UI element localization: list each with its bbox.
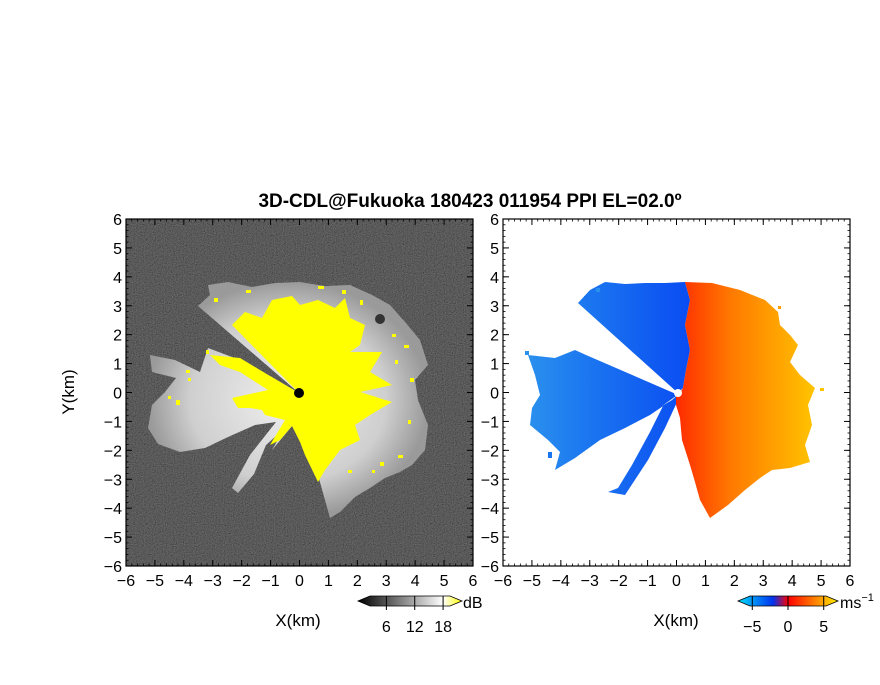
x-tick-label: −4 (175, 573, 193, 590)
radar-site (294, 388, 304, 398)
y-tick-label: −1 (104, 414, 122, 431)
y-tick-label: −5 (481, 530, 499, 547)
x-tick-label: −4 (552, 573, 570, 590)
x-tick-label: 2 (730, 573, 739, 590)
y-tick-label: 2 (490, 328, 499, 345)
x-tick-label: 4 (411, 573, 420, 590)
right-axes: −6 −5 −4 −3 −2 −1 0 1 2 3 4 5 6 6 5 4 3 2 1 0 −1 −2 −3 −4 −5 −6 (481, 212, 855, 590)
x-tick-label: 1 (324, 573, 333, 590)
x-tick-label: 0 (295, 573, 304, 590)
x-tick-label: −6 (117, 573, 135, 590)
y-tick-label: 2 (113, 328, 122, 345)
y-tick-label: −3 (481, 472, 499, 489)
x-tick-label: −2 (610, 573, 628, 590)
x-tick-label: 4 (788, 573, 797, 590)
colorbar-unit: ms−1 (840, 592, 874, 612)
x-tick-label: −1 (261, 573, 279, 590)
colorbar-tick-label: 18 (434, 619, 452, 636)
y-tick-label: −2 (104, 443, 122, 460)
y-tick-label: 6 (490, 212, 499, 229)
y-tick-label: 4 (113, 270, 122, 287)
x-tick-label: 5 (440, 573, 449, 590)
y-tick-label: 4 (490, 270, 499, 287)
x-tick-label: −1 (638, 573, 656, 590)
colorbar-unit-exponent: −1 (861, 592, 874, 604)
colorbar-tick-label: 0 (784, 619, 793, 636)
colorbar-bar (356, 595, 464, 607)
velocity-positive-region (676, 282, 815, 518)
y-tick-label: −6 (104, 559, 122, 576)
y-tick-label: −2 (481, 443, 499, 460)
right-xlabel: X(km) (653, 611, 698, 630)
y-tick-label: −4 (104, 501, 122, 518)
x-tick-label: −6 (494, 573, 512, 590)
colorbar-tick-label: 12 (406, 619, 424, 636)
y-tick-label: −5 (104, 530, 122, 547)
y-tick-label: −1 (481, 414, 499, 431)
y-tick-label: 0 (113, 386, 122, 403)
x-tick-label: 6 (846, 573, 855, 590)
velocity-colorbar: −5 0 5 ms−1 (736, 592, 874, 636)
y-tick-label: 0 (490, 386, 499, 403)
x-tick-label: −5 (146, 573, 164, 590)
right-panel: −6 −5 −4 −3 −2 −1 0 1 2 3 4 5 6 6 5 4 3 2 1 0 −1 −2 −3 −4 −5 −6 (481, 212, 855, 590)
x-tick-label: −2 (233, 573, 251, 590)
x-tick-label: 5 (817, 573, 826, 590)
y-tick-label: 3 (490, 299, 499, 316)
x-tick-label: −3 (204, 573, 222, 590)
colorbar-tick-label: 5 (819, 619, 828, 636)
x-tick-label: −3 (581, 573, 599, 590)
x-tick-label: 0 (672, 573, 681, 590)
colorbar-tick-label: −5 (743, 619, 761, 636)
chart-title: 3D-CDL@Fukuoka 180423 011954 PPI EL=02.0… (258, 191, 681, 212)
x-tick-label: 3 (382, 573, 391, 590)
colorbar-ticks: −5 0 5 (743, 596, 828, 636)
velocity-negative-region (528, 282, 690, 495)
y-tick-label: 1 (490, 357, 499, 374)
x-tick-label: 6 (469, 573, 478, 590)
left-panel: −6 −5 −4 −3 −2 −1 0 1 2 3 4 5 6 6 5 4 3 2 1 0 −1 −2 −3 −4 −5 −6 (104, 212, 478, 590)
y-tick-label: −4 (481, 501, 499, 518)
x-tick-label: −5 (523, 573, 541, 590)
colorbar-unit-base: ms (840, 595, 861, 612)
reflectivity-colorbar: 6 12 18 dB (356, 595, 483, 636)
x-tick-label: 1 (701, 573, 710, 590)
reflectivity-speckles (168, 286, 414, 473)
reflectivity-hole (375, 314, 385, 324)
y-tick-label: −3 (104, 472, 122, 489)
y-tick-label: 1 (113, 357, 122, 374)
y-tick-label: 6 (113, 212, 122, 229)
radar-site (674, 389, 682, 397)
y-tick-label: −6 (481, 559, 499, 576)
left-ylabel: Y(km) (59, 369, 78, 414)
x-tick-label: 2 (353, 573, 362, 590)
y-tick-label: 3 (113, 299, 122, 316)
y-tick-label: 5 (490, 241, 499, 258)
colorbar-ticks: 6 12 18 (382, 596, 452, 636)
y-tick-label: 5 (113, 241, 122, 258)
x-tick-label: 3 (759, 573, 768, 590)
velocity-speckles (525, 288, 824, 458)
left-axes: −6 −5 −4 −3 −2 −1 0 1 2 3 4 5 6 6 5 4 3 2 1 0 −1 −2 −3 −4 −5 −6 (104, 212, 478, 590)
colorbar-unit: dB (463, 595, 483, 612)
colorbar-tick-label: 6 (382, 619, 391, 636)
left-xlabel: X(km) (275, 611, 320, 630)
